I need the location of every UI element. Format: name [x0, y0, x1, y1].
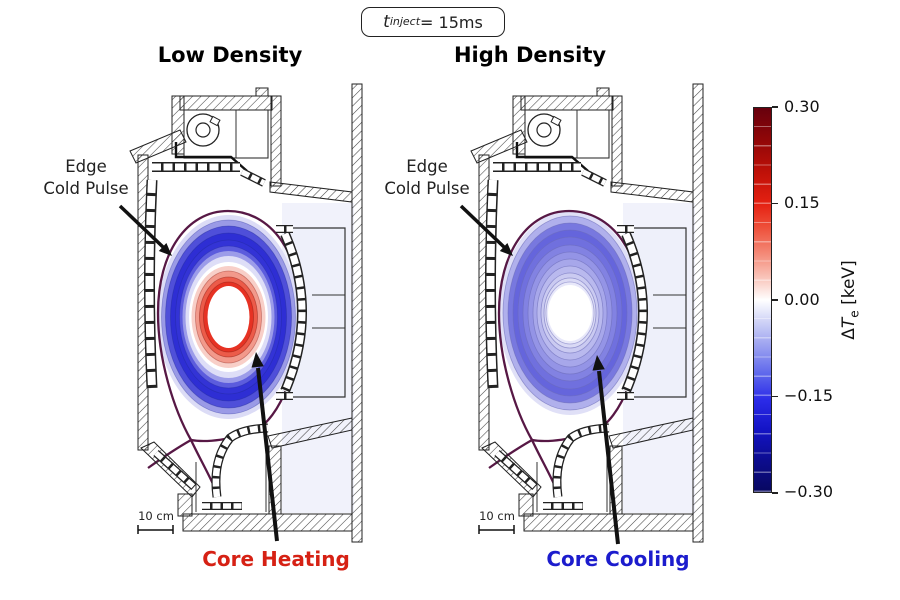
colorbar-tick — [772, 395, 778, 398]
scale-bar-high — [478, 524, 515, 535]
edge-annotation-line1: Edge — [65, 157, 107, 176]
colorbar — [753, 107, 772, 493]
colorbar-tick — [772, 106, 778, 108]
scale-bar-low — [137, 524, 174, 535]
plasma-contours-low-density — [157, 215, 300, 419]
title-t: t — [383, 12, 390, 32]
edge-annotation-line2: Cold Pulse — [384, 178, 470, 198]
colorbar-tick-label: 0.30 — [784, 97, 820, 116]
colorbar-tick — [772, 202, 778, 205]
colorbar-tick — [772, 299, 778, 301]
colorbar-tick-label: −0.30 — [784, 482, 834, 501]
core-heating-label: Core Heating — [202, 547, 350, 571]
plasma-contours-high-density — [499, 211, 641, 415]
scale-bar-label-high: 10 cm — [479, 509, 515, 523]
T-symbol: T — [839, 317, 859, 329]
colorbar-tick-label: 0.00 — [784, 290, 820, 309]
edge-annotation-line2: Cold Pulse — [43, 178, 129, 198]
edge-annotation-line1: Edge — [406, 157, 448, 176]
panel-title-low-density: Low Density — [157, 43, 303, 67]
edge-annotation-low: Edge Cold Pulse — [16, 156, 156, 200]
edge-annotation-high: Edge Cold Pulse — [357, 156, 497, 200]
colorbar-tick-label: 0.15 — [784, 193, 820, 212]
panel-title-high-density: High Density — [453, 43, 607, 67]
title-box: t inject = 15ms — [361, 7, 505, 37]
units: [keV] — [839, 260, 859, 311]
colorbar-tick — [772, 492, 778, 494]
scale-bar-label-low: 10 cm — [138, 509, 174, 523]
title-value: = 15ms — [420, 12, 483, 32]
delta-symbol: Δ — [839, 328, 859, 340]
colorbar-tick-label: −0.15 — [784, 386, 834, 405]
colorbar-axis-label: ΔTe [keV] — [838, 237, 862, 363]
core-cooling-label: Core Cooling — [546, 547, 690, 571]
e-subscript: e — [847, 310, 862, 318]
